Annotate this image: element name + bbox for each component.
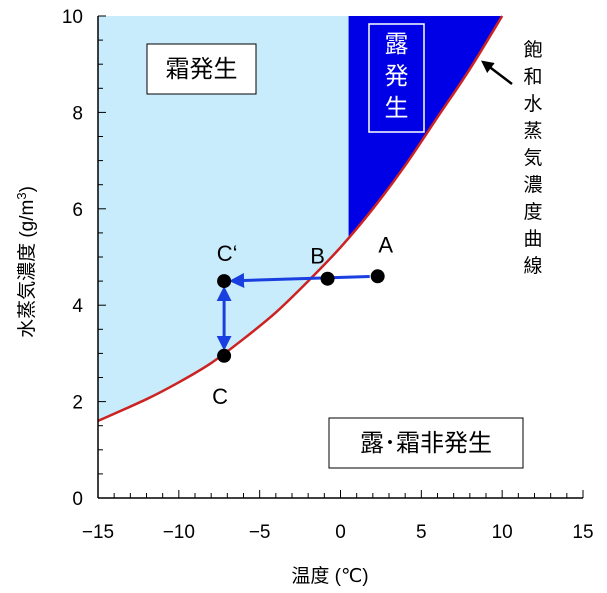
y-axis-title: 水蒸気濃度 (g/m3) [14,186,38,338]
curve-label-char: 和 [523,66,542,88]
curve-pointer-arrow [481,60,513,85]
x-tick-label: 0 [335,522,346,543]
y-tick-label: 10 [62,7,83,28]
y-axis-ticks: 0 2 4 6 8 10 [62,7,106,510]
x-tick-label: 5 [416,522,427,543]
x-tick-label: −5 [249,522,271,543]
dew-region-label-3: 生 [385,95,409,122]
point-C [217,348,232,363]
point-A [370,269,385,284]
curve-label-char: 度 [523,201,542,223]
point-label-C: C [212,384,228,409]
point-B [320,271,335,286]
y-tick-label: 4 [72,296,83,317]
point-label-A: A [378,232,393,257]
process-arrows [216,272,370,351]
y-tick-label: 2 [72,393,83,414]
point-label-B: B [310,244,325,269]
x-tick-label: −10 [163,522,195,543]
y-axis-title-close: ) [17,186,38,192]
x-tick-label: 10 [492,522,513,543]
point-label-C‘: C‘ [217,241,238,266]
data-points: A B C‘ C [212,232,393,409]
y-tick-label: 0 [72,489,83,510]
curve-label-char: 飽 [523,39,542,61]
x-axis-title: 温度 (℃) [291,565,368,587]
y-tick-label: 8 [72,103,83,124]
curve-label-char: 曲 [523,228,542,250]
saturation-curve [97,15,504,423]
x-tick-label: 15 [572,522,593,543]
none-label-box: 露･霜非発生 [328,417,524,469]
y-tick-label: 6 [72,200,83,221]
curve-label-char: 濃 [523,174,542,196]
frost-label-box: 霜発生 [146,43,257,95]
dew-label-box: 露 発 生 [368,23,425,133]
no-condensation-region-label: 露･霜非発生 [360,430,492,457]
dew-region-label-1: 露 [385,31,409,58]
y-axis-title-superscript: 3 [14,192,29,199]
x-axis-ticks: −15 −10 −5 0 5 10 15 [82,490,594,543]
point-C‘ [217,274,232,289]
y-axis-title-main: 水蒸気濃度 (g/m [16,200,38,338]
frost-region-label: 霜発生 [166,56,238,83]
curve-label-char: 蒸 [523,120,542,142]
curve-label-char: 水 [523,93,542,115]
curve-label-char: 気 [523,147,542,169]
arrow-A-to-C‘ [229,272,370,288]
curve-label-char: 線 [523,255,542,277]
dew-region-label-2: 発 [385,63,409,90]
x-tick-label: −15 [82,522,114,543]
